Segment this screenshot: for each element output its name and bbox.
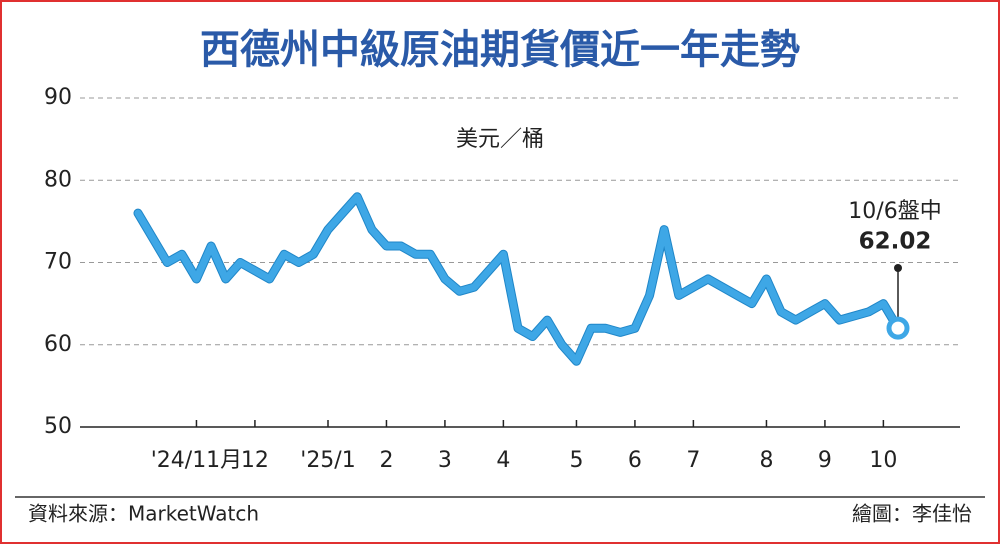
x-tick-label: 4 xyxy=(496,448,510,473)
x-tick-label: 9 xyxy=(818,448,832,473)
x-tick-label: '25/1 xyxy=(300,448,355,473)
line xyxy=(134,193,902,365)
x-tick-label: 5 xyxy=(569,448,583,473)
y-tick-label: 80 xyxy=(44,167,72,192)
annotation: 10/6盤中 xyxy=(848,199,941,224)
x-tick-label: 2 xyxy=(379,448,393,473)
x-tick-label: 12 xyxy=(241,448,269,473)
x-tick-label: '24/11月 xyxy=(151,448,242,473)
source: 資料來源：MarketWatch xyxy=(28,502,259,526)
y-tick-label: 70 xyxy=(44,250,72,275)
y-tick-label: 60 xyxy=(44,332,72,357)
x-tick-label: 7 xyxy=(686,448,700,473)
x-tick-label: 6 xyxy=(628,448,642,473)
credit: 繪圖：李佳怡 xyxy=(852,502,972,526)
x-tick-label: 8 xyxy=(759,448,773,473)
y-axis-label: 美元／桶 xyxy=(456,127,544,152)
data-label: 62.02 xyxy=(859,229,932,255)
end-marker xyxy=(886,316,910,340)
annotation-dot xyxy=(894,264,902,272)
y-tick-label: 90 xyxy=(44,85,72,110)
chart-title: 西德州中級原油期貨價近一年走勢 xyxy=(200,27,800,73)
y-tick-label: 50 xyxy=(44,414,72,439)
x-tick-label: 10 xyxy=(869,448,897,473)
x-tick-label: 3 xyxy=(438,448,452,473)
